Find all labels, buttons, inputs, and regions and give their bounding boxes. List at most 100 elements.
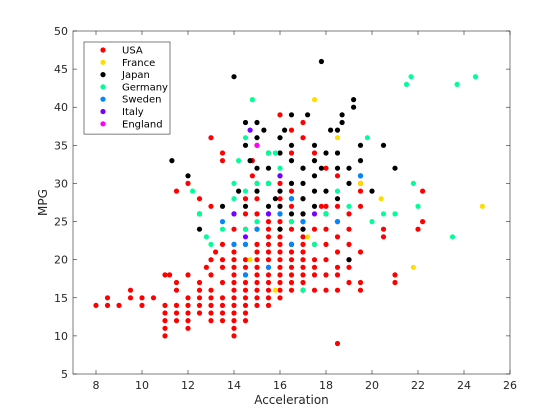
point-usa xyxy=(208,257,214,263)
point-usa xyxy=(231,310,237,316)
point-france xyxy=(357,180,364,186)
point-japan xyxy=(236,188,242,194)
point-usa xyxy=(277,287,283,293)
point-usa xyxy=(346,264,352,270)
point-usa xyxy=(254,211,260,217)
point-germany xyxy=(249,97,255,103)
point-japan xyxy=(185,173,191,179)
y-tick-label: 15 xyxy=(54,292,68,305)
point-usa xyxy=(311,226,318,232)
x-tick-label: 8 xyxy=(93,379,100,392)
point-usa xyxy=(231,302,237,308)
legend-label: Sweden xyxy=(122,95,162,106)
point-japan xyxy=(346,165,352,171)
point-germany xyxy=(254,180,260,186)
x-tick-label: 24 xyxy=(457,379,471,392)
point-usa xyxy=(277,196,283,202)
point-usa xyxy=(208,272,214,278)
point-usa xyxy=(288,257,295,263)
point-germany xyxy=(408,74,414,80)
point-italy xyxy=(231,211,237,217)
point-usa xyxy=(196,295,203,301)
point-sweden xyxy=(242,241,249,247)
point-france xyxy=(311,97,318,103)
point-germany xyxy=(369,219,375,225)
point-germany xyxy=(300,287,306,293)
point-usa xyxy=(265,272,272,278)
point-usa xyxy=(219,295,226,301)
point-usa xyxy=(300,135,306,141)
point-japan xyxy=(334,127,341,133)
point-germany xyxy=(265,180,272,186)
point-usa xyxy=(242,287,249,293)
point-germany xyxy=(190,188,196,194)
point-usa xyxy=(185,302,191,308)
point-sweden xyxy=(277,211,283,217)
legend-marker xyxy=(100,47,106,53)
point-usa xyxy=(208,318,214,324)
point-usa xyxy=(242,279,249,286)
point-sweden xyxy=(265,264,272,270)
y-tick-label: 25 xyxy=(54,216,68,229)
point-usa xyxy=(162,325,168,331)
point-usa xyxy=(334,264,341,270)
legend-label: Italy xyxy=(122,107,144,118)
point-sweden xyxy=(300,219,306,225)
point-japan xyxy=(169,158,175,164)
point-usa xyxy=(116,302,122,308)
point-usa xyxy=(254,257,260,263)
point-usa xyxy=(392,279,398,286)
y-tick-label: 50 xyxy=(54,25,68,38)
point-usa xyxy=(346,241,352,247)
point-usa xyxy=(231,333,237,339)
point-japan xyxy=(346,180,352,186)
point-usa xyxy=(208,287,214,293)
point-usa xyxy=(242,211,249,217)
point-usa xyxy=(277,264,283,270)
point-japan xyxy=(277,135,283,141)
point-usa xyxy=(208,135,214,141)
point-usa xyxy=(265,219,272,225)
point-japan xyxy=(219,203,226,209)
point-usa xyxy=(288,226,295,232)
point-germany xyxy=(231,180,237,186)
point-usa xyxy=(311,264,318,270)
point-usa xyxy=(93,302,99,308)
point-usa xyxy=(392,272,398,278)
point-usa xyxy=(173,310,180,316)
point-usa xyxy=(254,272,260,278)
point-japan xyxy=(277,226,283,232)
point-usa xyxy=(277,112,283,118)
point-usa xyxy=(196,310,203,316)
point-usa xyxy=(242,196,249,202)
point-italy xyxy=(242,234,249,240)
point-usa xyxy=(334,173,341,179)
point-usa xyxy=(357,188,364,194)
point-usa xyxy=(173,279,180,286)
point-japan xyxy=(300,226,306,232)
point-usa xyxy=(265,302,272,308)
point-usa xyxy=(167,272,173,278)
point-usa xyxy=(346,226,352,232)
point-usa xyxy=(346,279,352,286)
point-usa xyxy=(242,257,249,263)
x-axis-title: Acceleration xyxy=(254,393,329,407)
point-japan xyxy=(311,142,318,148)
point-usa xyxy=(357,203,364,209)
point-usa xyxy=(277,279,283,286)
y-tick-label: 30 xyxy=(54,177,68,190)
point-italy xyxy=(247,127,253,133)
point-usa xyxy=(254,249,260,255)
point-usa xyxy=(242,318,249,324)
point-usa xyxy=(196,196,203,202)
point-usa xyxy=(277,272,283,278)
point-usa xyxy=(265,257,272,263)
point-usa xyxy=(150,295,157,301)
point-usa xyxy=(254,279,260,286)
point-germany xyxy=(196,211,203,217)
point-sweden xyxy=(334,219,341,225)
y-ticks: 5 10 15 20 25 30 35 40 45 50 xyxy=(54,25,510,381)
point-usa xyxy=(231,287,237,293)
